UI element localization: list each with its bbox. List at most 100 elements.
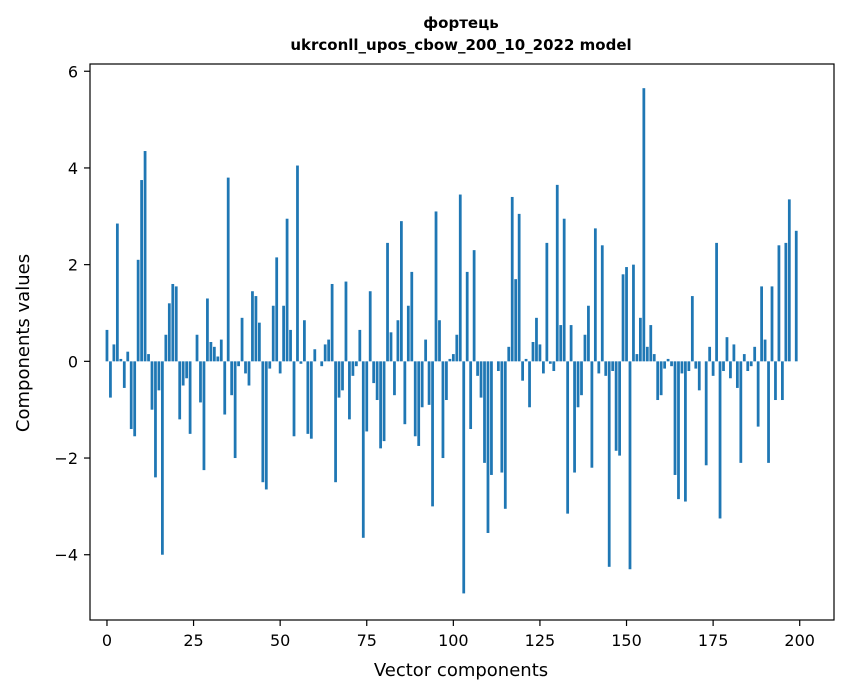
bar (569, 325, 573, 362)
y-tick-label: −4 (54, 546, 78, 565)
bar (354, 361, 358, 367)
bar (725, 337, 729, 362)
bar (406, 305, 410, 362)
bar (410, 271, 414, 362)
bar (742, 354, 746, 362)
bar (535, 317, 538, 362)
bar (393, 361, 396, 396)
bar (545, 242, 549, 362)
bar (296, 165, 299, 362)
bar (403, 361, 407, 425)
bar (202, 361, 206, 471)
bar (580, 361, 583, 396)
bar (240, 317, 244, 362)
bar (309, 361, 313, 439)
bar (583, 334, 587, 362)
bar (306, 361, 310, 434)
bar (645, 346, 649, 362)
bar (206, 298, 209, 362)
bars-group (105, 88, 798, 594)
bar (576, 361, 580, 408)
bar (313, 349, 317, 362)
bar (337, 361, 341, 398)
bar (479, 361, 483, 398)
bar (115, 223, 119, 362)
bar (289, 329, 292, 362)
bar (680, 361, 684, 374)
bar (500, 361, 504, 473)
bar (327, 339, 331, 362)
bar (781, 361, 784, 401)
bar (109, 361, 112, 398)
bar (195, 334, 199, 362)
bar (334, 361, 337, 483)
bar (528, 361, 531, 408)
bar (611, 361, 615, 372)
bar (593, 228, 597, 362)
bar (400, 221, 403, 362)
bar (753, 346, 757, 362)
bar (552, 361, 556, 372)
bar (514, 279, 518, 362)
bar (223, 361, 227, 415)
bar (652, 354, 656, 362)
bar (219, 339, 223, 362)
bar (427, 361, 431, 405)
bar (264, 361, 268, 490)
bar (226, 177, 230, 362)
bar (715, 242, 718, 362)
bar (465, 271, 469, 362)
y-tick-label: 0 (68, 352, 78, 371)
bar (774, 361, 777, 401)
x-tick-label: 175 (698, 631, 729, 650)
bar (656, 361, 660, 401)
bar (767, 361, 770, 463)
bar (690, 296, 694, 362)
bar (697, 361, 701, 391)
bar (375, 361, 379, 401)
bar (618, 361, 621, 456)
bar (119, 358, 123, 362)
bar (542, 361, 545, 374)
bar (749, 361, 753, 367)
bar (663, 361, 667, 369)
bar (711, 361, 715, 376)
x-tick-label: 75 (357, 631, 377, 650)
bar (420, 361, 424, 408)
bar (722, 361, 725, 372)
bar (431, 361, 434, 507)
bar (566, 361, 570, 514)
bar (143, 151, 147, 362)
bar (348, 361, 351, 420)
bar (181, 361, 185, 386)
bar (777, 245, 781, 362)
bar (448, 358, 452, 362)
bar (455, 334, 459, 362)
bar (133, 361, 137, 437)
bar (600, 245, 604, 362)
bar (424, 339, 428, 362)
bar (278, 361, 282, 374)
bar (687, 361, 691, 372)
bar (161, 361, 164, 555)
bar (330, 283, 334, 362)
bar (756, 361, 760, 427)
bar (441, 361, 445, 459)
bar (787, 199, 791, 362)
y-tick-label: 2 (68, 256, 78, 275)
bar (413, 361, 417, 437)
bar (735, 361, 739, 388)
bar (126, 351, 130, 362)
bar (458, 194, 462, 362)
bar (368, 291, 372, 362)
bar (417, 361, 421, 446)
bar (604, 361, 608, 376)
x-tick-label: 150 (611, 631, 642, 650)
bar (382, 361, 386, 442)
bar (628, 361, 632, 570)
bar (341, 361, 344, 391)
bar (483, 361, 486, 463)
bar (268, 361, 272, 369)
bar (164, 334, 168, 362)
bar (275, 257, 279, 362)
